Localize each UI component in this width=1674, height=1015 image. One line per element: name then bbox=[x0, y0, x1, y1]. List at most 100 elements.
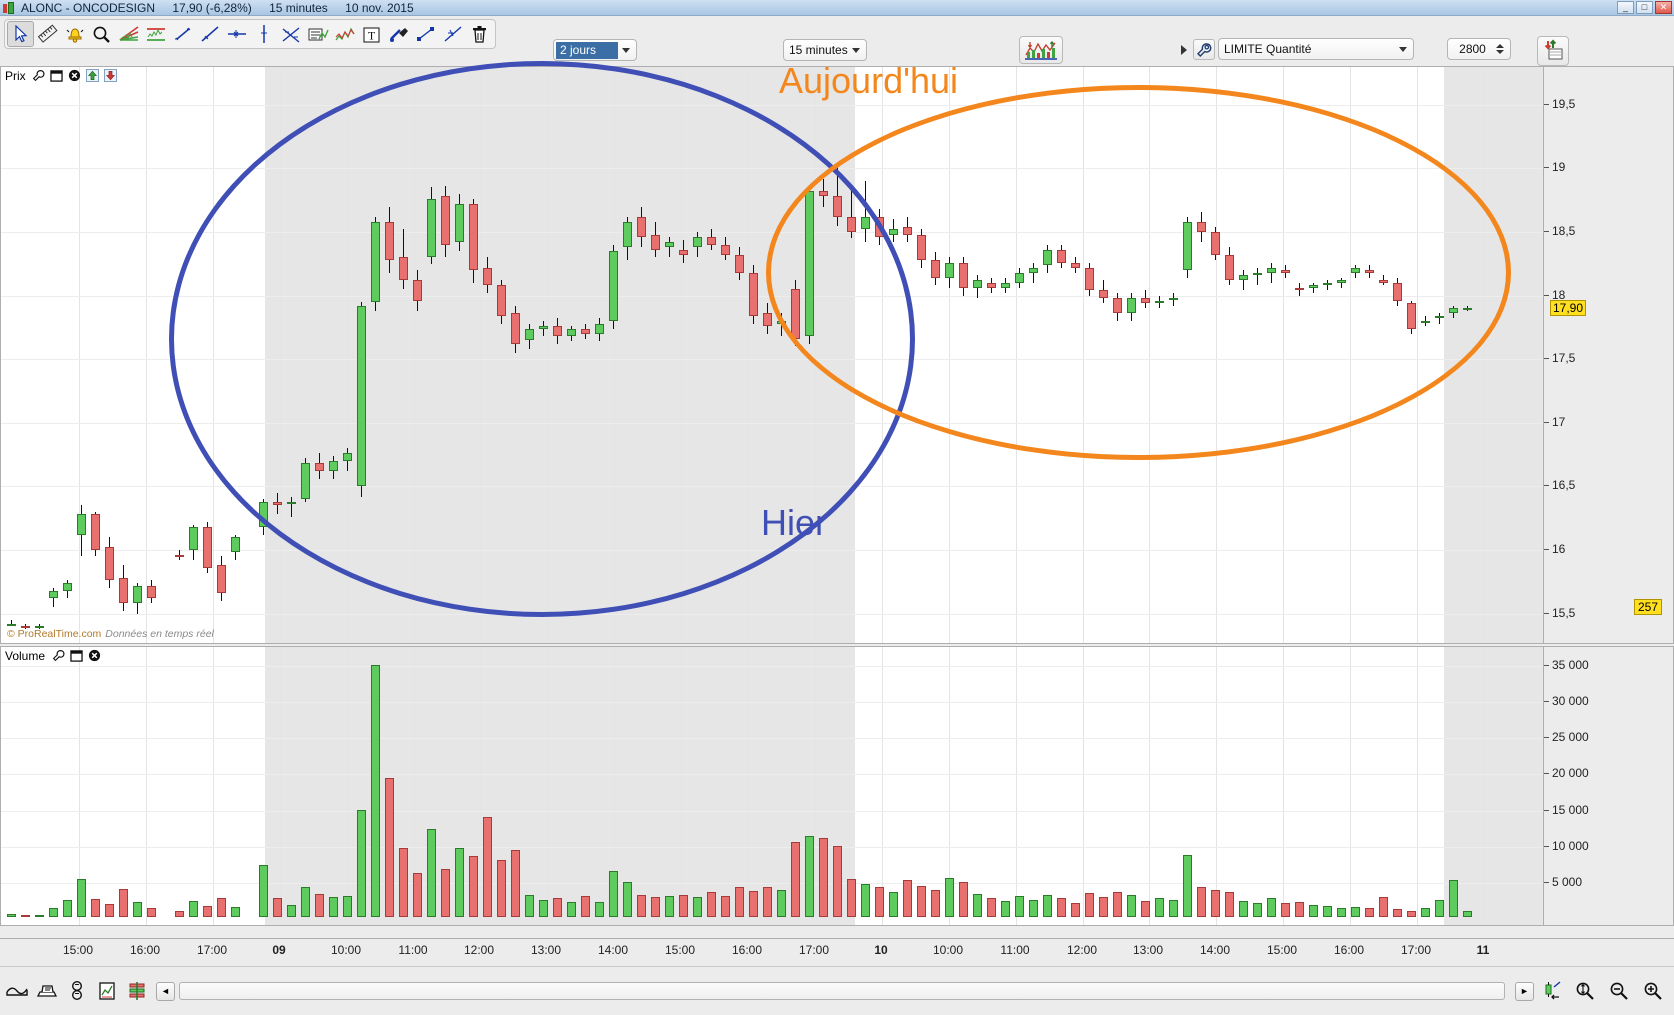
candlestick bbox=[132, 583, 142, 614]
volume-bar bbox=[734, 887, 744, 917]
printer-icon[interactable] bbox=[34, 978, 60, 1004]
volume-panel-header: Volume bbox=[1, 647, 101, 664]
unite-value: 15 minutes bbox=[789, 43, 848, 57]
gridline-vertical bbox=[681, 647, 682, 925]
gridline-vertical bbox=[1484, 647, 1485, 925]
time-axis-label: 16:00 bbox=[1333, 943, 1365, 957]
candlestick bbox=[6, 619, 16, 627]
svg-text:T: T bbox=[368, 28, 376, 42]
trendline-tool-icon[interactable] bbox=[196, 21, 223, 47]
candlestick bbox=[48, 588, 58, 608]
polyline-tool-icon[interactable] bbox=[412, 21, 439, 47]
gridline-horizontal bbox=[1, 104, 1673, 106]
extend-line-tool-icon[interactable] bbox=[439, 21, 466, 47]
export-icon[interactable] bbox=[94, 978, 120, 1004]
main-toolbar: T 2 jours 15 minutes bbox=[0, 16, 1674, 86]
wrench-icon[interactable] bbox=[51, 649, 65, 663]
fibonacci-fan-tool-icon[interactable] bbox=[115, 21, 142, 47]
candle-body bbox=[90, 514, 100, 550]
zoom-fit-icon[interactable] bbox=[1572, 978, 1598, 1004]
segment-tool-icon[interactable] bbox=[169, 21, 196, 47]
volume-bar bbox=[146, 908, 156, 917]
window-icon[interactable] bbox=[50, 69, 64, 83]
order-type-select[interactable]: LIMITE Quantité bbox=[1218, 38, 1414, 60]
unite-temps-select[interactable]: 15 minutes bbox=[783, 39, 867, 61]
zoom-in-icon[interactable] bbox=[1640, 978, 1666, 1004]
delete-tool-icon[interactable] bbox=[466, 21, 493, 47]
gridline-horizontal bbox=[1, 549, 1673, 551]
time-axis[interactable]: 15:00 16:00 17:00 09 10:00 11:00 12:00 13:00 14:… bbox=[0, 938, 1674, 964]
candle-scale-icon[interactable] bbox=[1538, 978, 1564, 1004]
expand-order-panel-icon[interactable] bbox=[1181, 45, 1187, 55]
price-tick: 16 bbox=[1544, 542, 1565, 556]
close-button[interactable]: ✕ bbox=[1655, 1, 1672, 14]
gridline-horizontal bbox=[1, 810, 1673, 812]
cross-lines-tool-icon[interactable] bbox=[277, 21, 304, 47]
volume-bar bbox=[1322, 906, 1332, 917]
chevron-down-icon[interactable] bbox=[848, 40, 864, 60]
ruler-tool-icon[interactable] bbox=[34, 21, 61, 47]
volume-bar bbox=[916, 885, 926, 917]
cursor-tool-icon[interactable] bbox=[7, 21, 34, 47]
layers-icon[interactable] bbox=[124, 978, 150, 1004]
place-order-button[interactable] bbox=[1537, 36, 1569, 66]
settings-tool-icon[interactable] bbox=[385, 21, 412, 47]
chevron-down-icon[interactable] bbox=[1395, 39, 1411, 59]
price-tick: 17,5 bbox=[1544, 351, 1575, 365]
scroll-left-button[interactable]: ◄ bbox=[156, 981, 175, 1001]
wrench-icon[interactable] bbox=[32, 69, 46, 83]
up-arrow-icon[interactable] bbox=[86, 69, 100, 83]
scroll-right-button[interactable]: ► bbox=[1515, 981, 1534, 1001]
volume-bar bbox=[1224, 892, 1234, 917]
horizontal-scrollbar[interactable] bbox=[179, 982, 1505, 1000]
volume-panel[interactable]: Volume 257 35 000 30 000 25 000 20 000 15 00… bbox=[0, 599, 1674, 926]
volume-bar bbox=[174, 910, 184, 917]
gridline-horizontal bbox=[1, 738, 1673, 740]
text-tool-icon[interactable]: T bbox=[358, 21, 385, 47]
close-icon[interactable] bbox=[87, 649, 101, 663]
volume-bar bbox=[650, 896, 660, 917]
time-axis-day-label: 10 bbox=[874, 943, 888, 957]
zoom-tool-icon[interactable] bbox=[88, 21, 115, 47]
indicator-button[interactable] bbox=[1019, 36, 1063, 64]
time-axis-label: 15:00 bbox=[664, 943, 696, 957]
vertical-line-tool-icon[interactable] bbox=[250, 21, 277, 47]
chevron-down-icon[interactable] bbox=[618, 40, 634, 60]
gridline-vertical bbox=[1484, 67, 1485, 643]
minimize-button[interactable]: _ bbox=[1617, 1, 1634, 14]
close-icon[interactable] bbox=[68, 69, 82, 83]
candlestick bbox=[118, 565, 128, 611]
volume-bar bbox=[692, 896, 702, 917]
volume-y-axis[interactable]: 257 35 000 30 000 25 000 20 000 15 000 10 000… bbox=[1543, 599, 1673, 925]
volume-plot[interactable] bbox=[1, 647, 1673, 925]
alarm-tool-icon[interactable] bbox=[61, 21, 88, 47]
gridline-vertical bbox=[1016, 647, 1017, 925]
volume-bar bbox=[930, 889, 940, 917]
zigzag-tool-icon[interactable] bbox=[331, 21, 358, 47]
volume-bar bbox=[1378, 896, 1388, 917]
gridline-horizontal bbox=[1, 613, 1673, 615]
candle-body bbox=[34, 626, 44, 629]
chart-area[interactable]: Prix Aujourd'hui Hier © ProRealTime.com D… bbox=[0, 60, 1674, 938]
annotation-tool-icon[interactable] bbox=[304, 21, 331, 47]
quantity-stepper[interactable]: 2800 bbox=[1447, 38, 1511, 60]
price-y-axis[interactable]: 19,5 19 18,5 18 17,5 17 16,5 16 15,5 17,90 bbox=[1543, 67, 1673, 643]
price-panel[interactable]: Prix Aujourd'hui Hier © ProRealTime.com D… bbox=[0, 60, 1674, 644]
volume-bar bbox=[748, 890, 758, 917]
time-axis-label: 14:00 bbox=[597, 943, 629, 957]
volume-bar bbox=[874, 887, 884, 917]
order-settings-button[interactable] bbox=[1193, 39, 1215, 60]
volume-bar bbox=[272, 898, 282, 917]
channel-tool-icon[interactable] bbox=[142, 21, 169, 47]
zoom-out-icon[interactable] bbox=[1606, 978, 1632, 1004]
link-icon[interactable] bbox=[64, 978, 90, 1004]
maximize-button[interactable]: □ bbox=[1636, 1, 1653, 14]
watermark-text: © ProRealTime.com bbox=[7, 628, 102, 640]
down-arrow-icon[interactable] bbox=[104, 69, 118, 83]
horizontal-line-tool-icon[interactable] bbox=[223, 21, 250, 47]
periode-select[interactable]: 2 jours bbox=[553, 39, 637, 61]
window-icon[interactable] bbox=[69, 649, 83, 663]
chart-list-icon[interactable] bbox=[4, 978, 30, 1004]
stepper-arrows-icon[interactable] bbox=[1496, 44, 1505, 54]
gridline-vertical bbox=[1350, 647, 1351, 925]
